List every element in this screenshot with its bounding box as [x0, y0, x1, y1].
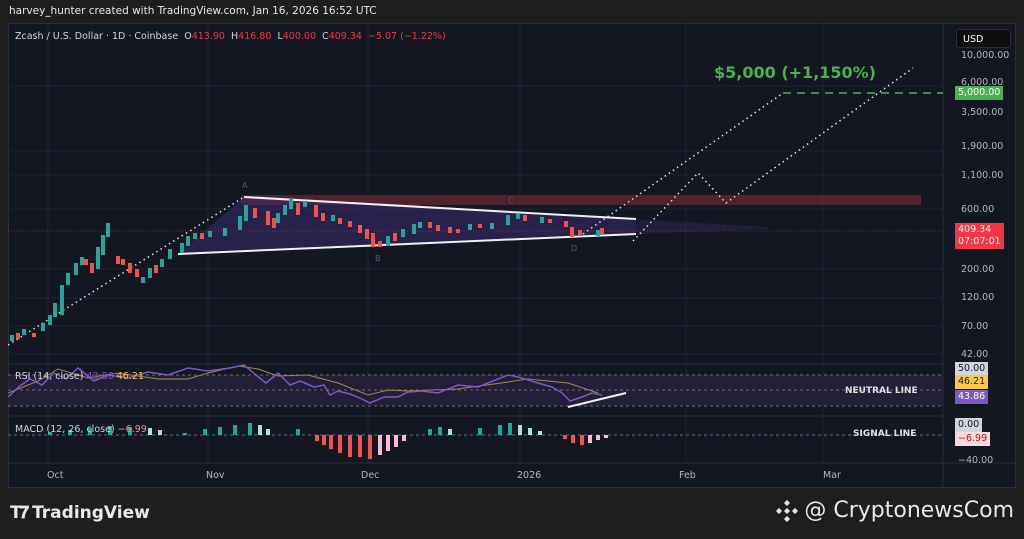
tradingview-icon: T𝟕: [10, 503, 29, 523]
cryptonews-watermark: @ CryptonewsCom: [776, 498, 1014, 523]
macd-histogram: [48, 423, 608, 459]
price-tick: 6,000.00: [961, 77, 1004, 88]
time-tick: Oct: [47, 470, 64, 481]
price-tick: 1,900.00: [961, 141, 1004, 152]
chart-canvas[interactable]: A B C D: [8, 23, 1016, 488]
open-value: 413.90: [191, 31, 225, 42]
price-tick: 10,000.00: [961, 50, 1010, 61]
price-tick: 70.00: [961, 321, 989, 332]
rsi-ma-tag: 46.21: [955, 375, 989, 389]
macd-min-tick: −40.00: [958, 455, 994, 466]
svg-text:A: A: [242, 181, 248, 190]
currency-button[interactable]: USD: [956, 29, 1011, 48]
symbol-title: Zcash / U.S. Dollar · 1D · Coinbase: [15, 31, 179, 42]
last-price-tag: 409.34 07:07:01: [955, 223, 1004, 249]
target-projection-path-2: [632, 67, 914, 242]
last-price-value: 409.34: [958, 224, 992, 235]
svg-text:D: D: [571, 244, 577, 253]
rally-projection-path: [8, 196, 245, 346]
price-tick: 42.00: [961, 349, 989, 360]
watermark-text: @ CryptonewsCom: [804, 498, 1014, 523]
time-tick: 2026: [517, 470, 542, 481]
price-tick: 600.00: [961, 204, 995, 215]
macd-zero-tag: 0.00: [955, 418, 983, 432]
price-tick: 120.00: [961, 292, 995, 303]
price-tick: 200.00: [961, 264, 995, 275]
rsi-ma-value: 46.21: [116, 371, 144, 382]
price-tick: 1,100.00: [961, 170, 1004, 181]
time-tick: Dec: [361, 470, 380, 481]
chart-caption: harvey_hunter created with TradingView.c…: [9, 5, 377, 17]
target-price-tag: 5,000.00: [955, 86, 1004, 100]
target-projection-path-1: [582, 92, 784, 235]
rsi-label: RSI (14, close): [15, 371, 84, 382]
rsi-50-tag: 50.00: [955, 362, 989, 376]
binance-diamond-icon: [776, 499, 799, 522]
macd-value-tag: −6.99: [955, 432, 991, 446]
target-annotation: $5,000 (+1,150%): [714, 63, 876, 82]
rsi-divergence-line: [567, 392, 627, 408]
high-value: 416.80: [238, 31, 272, 42]
rsi-band: [8, 375, 943, 406]
triangle-upper-line: [243, 196, 637, 220]
triangle-fill: [178, 197, 636, 254]
time-tick: Nov: [206, 470, 225, 481]
macd-label: MACD (12, 26, close): [15, 424, 115, 435]
price-tick: 3,500.00: [961, 107, 1004, 118]
rsi-legend[interactable]: RSI (14, close) 43.86 46.21: [15, 371, 144, 382]
tradingview-brand: TradingView: [32, 503, 150, 523]
tradingview-logo: T𝟕 TradingView: [10, 503, 150, 523]
rsi-value: 43.86: [86, 371, 114, 382]
rsi-line: [8, 364, 603, 404]
close-value: 409.34: [328, 31, 362, 42]
ohlc-legend: Zcash / U.S. Dollar · 1D · Coinbase O413…: [15, 31, 446, 42]
svg-text:B: B: [375, 254, 381, 263]
low-value: 400.00: [282, 31, 316, 42]
signal-line-label: SIGNAL LINE: [853, 429, 917, 439]
bar-countdown: 07:07:01: [958, 236, 1001, 247]
time-tick: Feb: [679, 470, 696, 481]
chart-frame[interactable]: [8, 23, 1016, 488]
triangle-lower-line: [177, 233, 637, 255]
macd-value: −6.99: [117, 424, 147, 435]
change-value: −5.07 (−1.22%): [367, 31, 446, 42]
svg-text:C: C: [508, 196, 514, 205]
macd-legend[interactable]: MACD (12, 26, close) −6.99: [15, 424, 147, 435]
candles: [10, 199, 604, 341]
rsi-value-tag: 43.86: [955, 390, 989, 404]
time-tick: Mar: [823, 470, 841, 481]
resistance-zone: [241, 195, 921, 205]
neutral-line-label: NEUTRAL LINE: [845, 386, 918, 396]
